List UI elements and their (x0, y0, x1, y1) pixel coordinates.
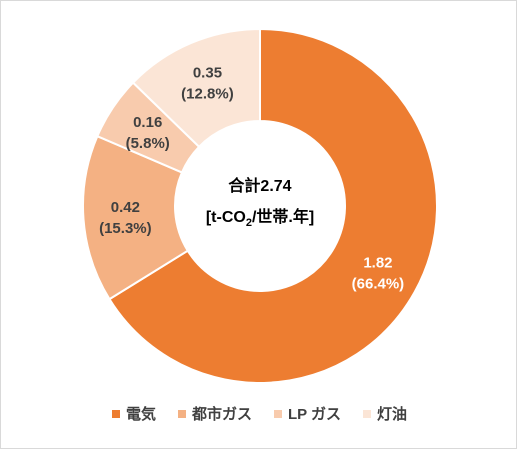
data-label-value-2: 0.16 (133, 114, 162, 131)
slice-1 (82, 134, 190, 301)
legend-item-3: 灯油 (363, 403, 407, 424)
slices-group (82, 27, 438, 384)
labels-group: 1.82 (66.4%) 0.42 (15.3%) 0.16 (5.8%) 0.35 (12.… (99, 65, 404, 293)
legend-item-2: LP ガス (273, 403, 342, 424)
data-label-2: 0.16 (5.8%) (126, 114, 170, 152)
legend-item-0: 電気 (111, 403, 156, 424)
data-label-value-0: 1.82 (363, 255, 392, 272)
legend-swatch-1 (177, 409, 186, 418)
data-label-1: 0.42 (15.3%) (99, 199, 152, 237)
legend-label-0: 電気 (125, 406, 156, 423)
legend-swatch-2 (273, 409, 282, 418)
data-label-percent-2: (5.8%) (126, 135, 170, 152)
slice-3 (131, 27, 261, 149)
data-label-3: 0.35 (12.8%) (181, 65, 234, 103)
data-label-percent-0: (66.4%) (352, 276, 405, 293)
legend-swatch-0 (111, 409, 120, 418)
data-label-percent-3: (12.8%) (181, 86, 234, 103)
center-unit-subscript: 2 (246, 217, 252, 229)
center-unit-label: [t-CO2/世帯.年] (206, 207, 314, 229)
doughnut-chart: 1.82 (66.4%) 0.42 (15.3%) 0.16 (5.8%) 0.35 (12.… (82, 27, 438, 384)
legend-label-3: 灯油 (377, 406, 408, 423)
data-label-percent-1: (15.3%) (99, 220, 152, 237)
legend-label-2: LP ガス (287, 406, 342, 423)
legend-label-1: 都市ガス (191, 406, 252, 423)
center-unit-suffix: /世帯.年] (252, 207, 314, 226)
center-unit-prefix: [t-CO (206, 209, 246, 226)
legend-item-1: 都市ガス (177, 403, 252, 424)
data-label-value-3: 0.35 (193, 65, 222, 82)
legend: 電気 都市ガス LP ガス 灯油 (1, 403, 517, 424)
data-label-0: 1.82 (66.4%) (352, 255, 405, 293)
slice-0 (108, 27, 438, 384)
data-label-value-1: 0.42 (111, 199, 140, 216)
legend-swatch-3 (363, 409, 372, 418)
center-total-label: 合計2.74 (228, 176, 291, 195)
